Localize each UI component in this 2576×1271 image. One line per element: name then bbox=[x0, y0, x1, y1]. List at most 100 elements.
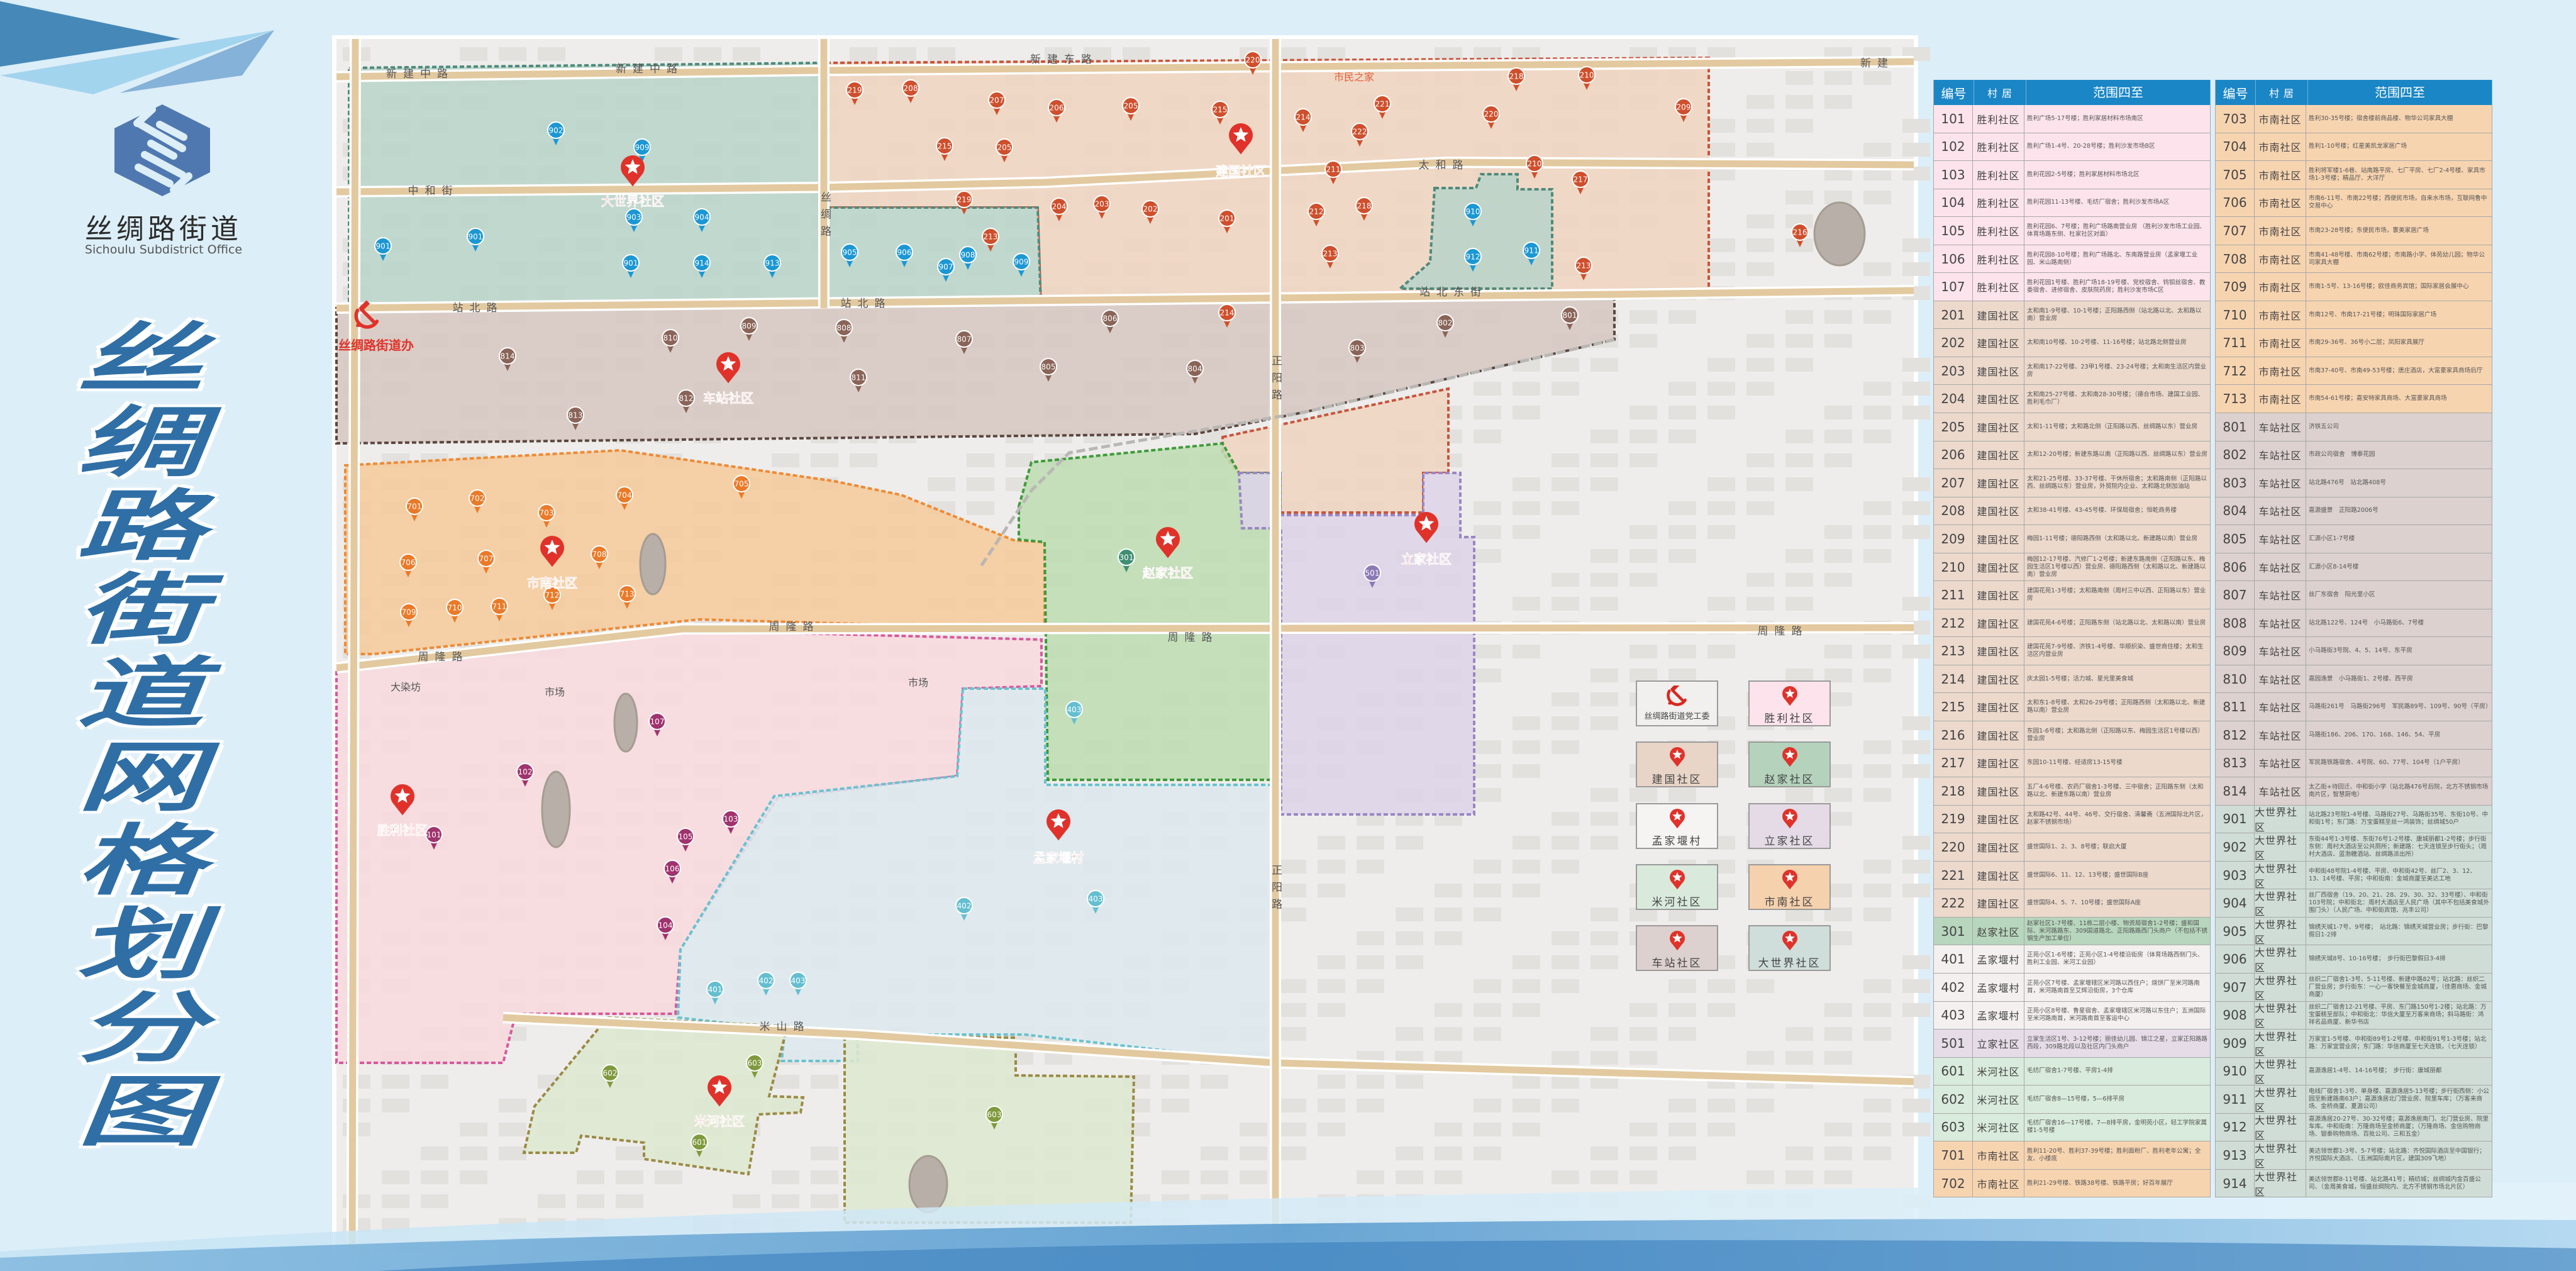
grid-pin[interactable]: 809 bbox=[740, 317, 758, 341]
grid-pin[interactable]: 603 bbox=[985, 1106, 1003, 1129]
grid-pin[interactable]: 208 bbox=[902, 79, 919, 103]
grid-pin[interactable]: 708 bbox=[591, 545, 608, 569]
grid-pin[interactable]: 813 bbox=[567, 406, 584, 430]
grid-pin[interactable]: 218 bbox=[1355, 197, 1373, 221]
grid-pin[interactable]: 712 bbox=[543, 586, 561, 610]
grid-pin[interactable]: 501 bbox=[1363, 564, 1381, 588]
grid-pin[interactable]: 102 bbox=[516, 763, 534, 787]
grid-pin[interactable]: 401 bbox=[706, 980, 724, 1004]
grid-pin[interactable]: 801 bbox=[1561, 306, 1579, 330]
grid-pin[interactable]: 213 bbox=[1321, 245, 1339, 269]
grid-pin[interactable]: 904 bbox=[693, 208, 711, 232]
grid-pin[interactable]: 205 bbox=[996, 138, 1013, 162]
grid-pin[interactable]: 211 bbox=[1324, 160, 1342, 184]
grid-pin[interactable]: 403 bbox=[1065, 701, 1083, 724]
grid-pin[interactable]: 213 bbox=[982, 228, 999, 252]
grid-pin[interactable]: 106 bbox=[663, 860, 681, 884]
grid-pin[interactable]: 207 bbox=[988, 91, 1006, 115]
grid-pin[interactable]: 205 bbox=[1122, 97, 1140, 121]
community-center[interactable]: 米河社区 bbox=[694, 1075, 745, 1129]
grid-pin[interactable]: 903 bbox=[625, 208, 643, 232]
grid-pin[interactable]: 403 bbox=[1087, 890, 1104, 914]
grid-pin[interactable]: 105 bbox=[677, 828, 694, 852]
grid-pin[interactable]: 107 bbox=[648, 713, 666, 736]
grid-pin[interactable]: 803 bbox=[1348, 339, 1366, 363]
community-center[interactable]: 建国社区 bbox=[1216, 123, 1266, 179]
grid-pin[interactable]: 210 bbox=[1526, 155, 1543, 179]
grid-pin[interactable]: 814 bbox=[499, 347, 516, 371]
grid-pin[interactable]: 218 bbox=[1507, 67, 1525, 91]
grid-pin[interactable]: 215 bbox=[936, 137, 953, 161]
grid-pin[interactable]: 402 bbox=[955, 897, 973, 921]
grid-pin[interactable]: 214 bbox=[1218, 304, 1236, 328]
grid-pin[interactable]: 603 bbox=[746, 1054, 763, 1078]
grid-pin[interactable]: 703 bbox=[538, 504, 555, 528]
grid-pin[interactable]: 912 bbox=[1464, 248, 1482, 272]
community-center[interactable]: 立家社区 bbox=[1401, 512, 1452, 567]
grid-pin[interactable]: 905 bbox=[841, 243, 858, 267]
community-center[interactable]: 车站社区 bbox=[703, 352, 753, 406]
grid-pin[interactable]: 902 bbox=[547, 121, 565, 145]
grid-pin[interactable]: 711 bbox=[491, 597, 508, 621]
grid-pin[interactable]: 901 bbox=[622, 254, 640, 278]
grid-pin[interactable]: 907 bbox=[937, 258, 955, 282]
grid-pin[interactable]: 811 bbox=[850, 369, 867, 392]
grid-pin[interactable]: 909 bbox=[633, 138, 651, 162]
grid-pin[interactable]: 913 bbox=[763, 254, 781, 278]
community-center[interactable]: 赵家社区 bbox=[1142, 527, 1193, 580]
grid-pin[interactable]: 216 bbox=[1791, 223, 1809, 247]
community-center[interactable]: 孟家堰村 bbox=[1033, 809, 1084, 865]
grid-pin[interactable]: 901 bbox=[467, 228, 484, 252]
grid-pin[interactable]: 805 bbox=[1040, 358, 1057, 382]
grid-pin[interactable]: 812 bbox=[677, 389, 695, 413]
grid-pin[interactable]: 710 bbox=[446, 599, 464, 623]
grid-pin[interactable]: 202 bbox=[1141, 200, 1159, 224]
grid-pin[interactable]: 217 bbox=[1572, 170, 1589, 194]
party-office-marker[interactable]: 丝绸路街道办 bbox=[338, 300, 414, 353]
grid-pin[interactable]: 802 bbox=[1436, 314, 1454, 338]
grid-pin[interactable]: 704 bbox=[616, 486, 633, 510]
grid-pin[interactable]: 219 bbox=[846, 81, 863, 105]
grid-pin[interactable]: 212 bbox=[1307, 203, 1325, 226]
grid-pin[interactable]: 713 bbox=[618, 585, 636, 609]
grid-pin[interactable]: 222 bbox=[1351, 123, 1368, 147]
grid-pin[interactable]: 403 bbox=[789, 972, 807, 996]
grid-pin[interactable]: 104 bbox=[657, 916, 674, 940]
grid-pin[interactable]: 701 bbox=[406, 497, 423, 521]
grid-pin[interactable]: 101 bbox=[425, 826, 443, 850]
grid-pin[interactable]: 602 bbox=[601, 1064, 619, 1088]
grid-pin[interactable]: 601 bbox=[691, 1133, 708, 1157]
grid-pin[interactable]: 220 bbox=[1244, 51, 1262, 75]
grid-pin[interactable]: 103 bbox=[722, 810, 740, 834]
grid-pin[interactable]: 221 bbox=[1374, 95, 1391, 119]
community-center[interactable]: 市南社区 bbox=[527, 536, 577, 591]
grid-pin[interactable]: 201 bbox=[1218, 209, 1236, 233]
grid-pin[interactable]: 214 bbox=[1294, 108, 1312, 132]
grid-pin[interactable]: 705 bbox=[733, 475, 750, 499]
community-center[interactable]: 大世界社区 bbox=[601, 155, 664, 209]
grid-pin[interactable]: 213 bbox=[1575, 257, 1592, 280]
grid-pin[interactable]: 908 bbox=[959, 246, 977, 270]
grid-pin[interactable]: 906 bbox=[896, 243, 913, 267]
grid-pin[interactable]: 914 bbox=[693, 254, 711, 278]
grid-pin[interactable]: 808 bbox=[835, 319, 853, 343]
grid-pin[interactable]: 901 bbox=[374, 237, 392, 261]
grid-pin[interactable]: 804 bbox=[1186, 360, 1204, 384]
grid-pin[interactable]: 709 bbox=[400, 603, 418, 627]
grid-pin[interactable]: 220 bbox=[1482, 105, 1500, 129]
grid-pin[interactable]: 911 bbox=[1523, 241, 1540, 265]
grid-pin[interactable]: 707 bbox=[477, 550, 495, 574]
grid-pin[interactable]: 204 bbox=[1050, 197, 1068, 221]
grid-pin[interactable]: 209 bbox=[1675, 98, 1692, 122]
grid-pin[interactable]: 910 bbox=[1464, 203, 1482, 226]
grid-pin[interactable]: 909 bbox=[1013, 253, 1030, 277]
grid-pin[interactable]: 807 bbox=[955, 330, 973, 354]
grid-pin[interactable]: 210 bbox=[1578, 66, 1596, 90]
grid-pin[interactable]: 215 bbox=[1211, 101, 1229, 125]
grid-pin[interactable]: 706 bbox=[399, 553, 417, 577]
grid-pin[interactable]: 702 bbox=[469, 489, 486, 513]
grid-pin[interactable]: 203 bbox=[1093, 195, 1111, 219]
grid-pin[interactable]: 806 bbox=[1101, 309, 1119, 333]
grid-pin[interactable]: 219 bbox=[955, 191, 973, 214]
